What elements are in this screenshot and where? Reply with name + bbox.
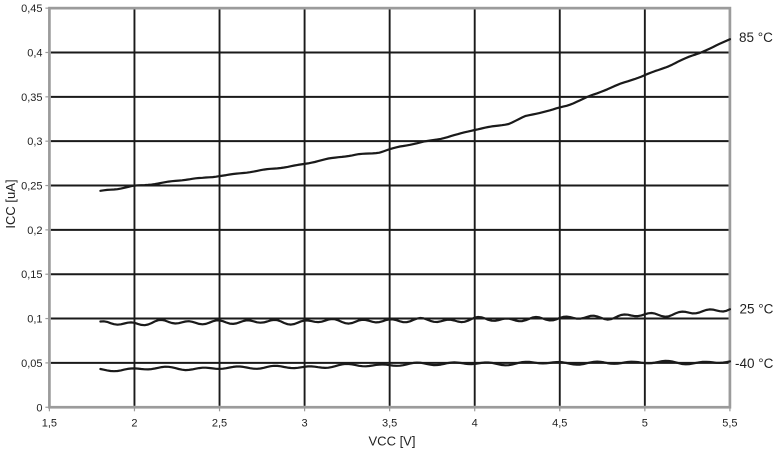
svg-text:0,45: 0,45: [21, 3, 42, 15]
svg-text:0,2: 0,2: [27, 225, 42, 237]
svg-text:1,5: 1,5: [42, 418, 57, 430]
svg-text:ICC [uA]: ICC [uA]: [3, 179, 18, 228]
svg-text:2,5: 2,5: [212, 418, 227, 430]
svg-text:3: 3: [302, 418, 308, 430]
svg-text:4,5: 4,5: [552, 418, 567, 430]
svg-text:25 °C: 25 °C: [740, 302, 774, 317]
svg-text:0: 0: [36, 402, 42, 414]
svg-text:0,15: 0,15: [21, 269, 42, 281]
svg-text:0,05: 0,05: [21, 358, 42, 370]
svg-text:4: 4: [472, 418, 478, 430]
svg-text:0,4: 0,4: [27, 47, 42, 59]
svg-text:5: 5: [642, 418, 648, 430]
svg-text:2: 2: [131, 418, 137, 430]
svg-text:85 °C: 85 °C: [739, 30, 773, 45]
svg-text:-40 °C: -40 °C: [735, 356, 774, 371]
svg-text:0,3: 0,3: [27, 136, 42, 148]
svg-text:0,35: 0,35: [21, 92, 42, 104]
svg-text:VCC [V]: VCC [V]: [369, 434, 416, 449]
svg-text:0,1: 0,1: [27, 314, 42, 326]
svg-text:0,25: 0,25: [21, 181, 42, 193]
svg-text:5,5: 5,5: [722, 418, 737, 430]
svg-text:3,5: 3,5: [382, 418, 397, 430]
